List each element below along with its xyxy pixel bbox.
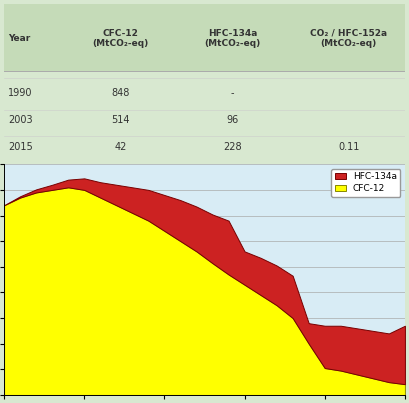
Text: 2015: 2015 [8, 142, 33, 152]
Text: 228: 228 [223, 142, 242, 152]
Text: CO₂ / HFC-152a
(MtCO₂-eq): CO₂ / HFC-152a (MtCO₂-eq) [310, 29, 387, 48]
Text: 96: 96 [227, 115, 239, 125]
Bar [4, 4, 405, 71]
Text: Year: Year [8, 34, 30, 43]
Text: 514: 514 [111, 115, 130, 125]
Text: 0.11: 0.11 [338, 142, 360, 152]
Text: 2003: 2003 [8, 115, 33, 125]
Text: 42: 42 [114, 142, 126, 152]
Bar [4, 71, 405, 153]
Legend: HFC-134a, CFC-12: HFC-134a, CFC-12 [331, 169, 400, 197]
Text: -: - [231, 88, 234, 98]
Text: HFC-134a
(MtCO₂-eq): HFC-134a (MtCO₂-eq) [204, 29, 261, 48]
Text: 1990: 1990 [8, 88, 33, 98]
Text: 848: 848 [111, 88, 130, 98]
Text: CFC-12
(MtCO₂-eq): CFC-12 (MtCO₂-eq) [92, 29, 148, 48]
